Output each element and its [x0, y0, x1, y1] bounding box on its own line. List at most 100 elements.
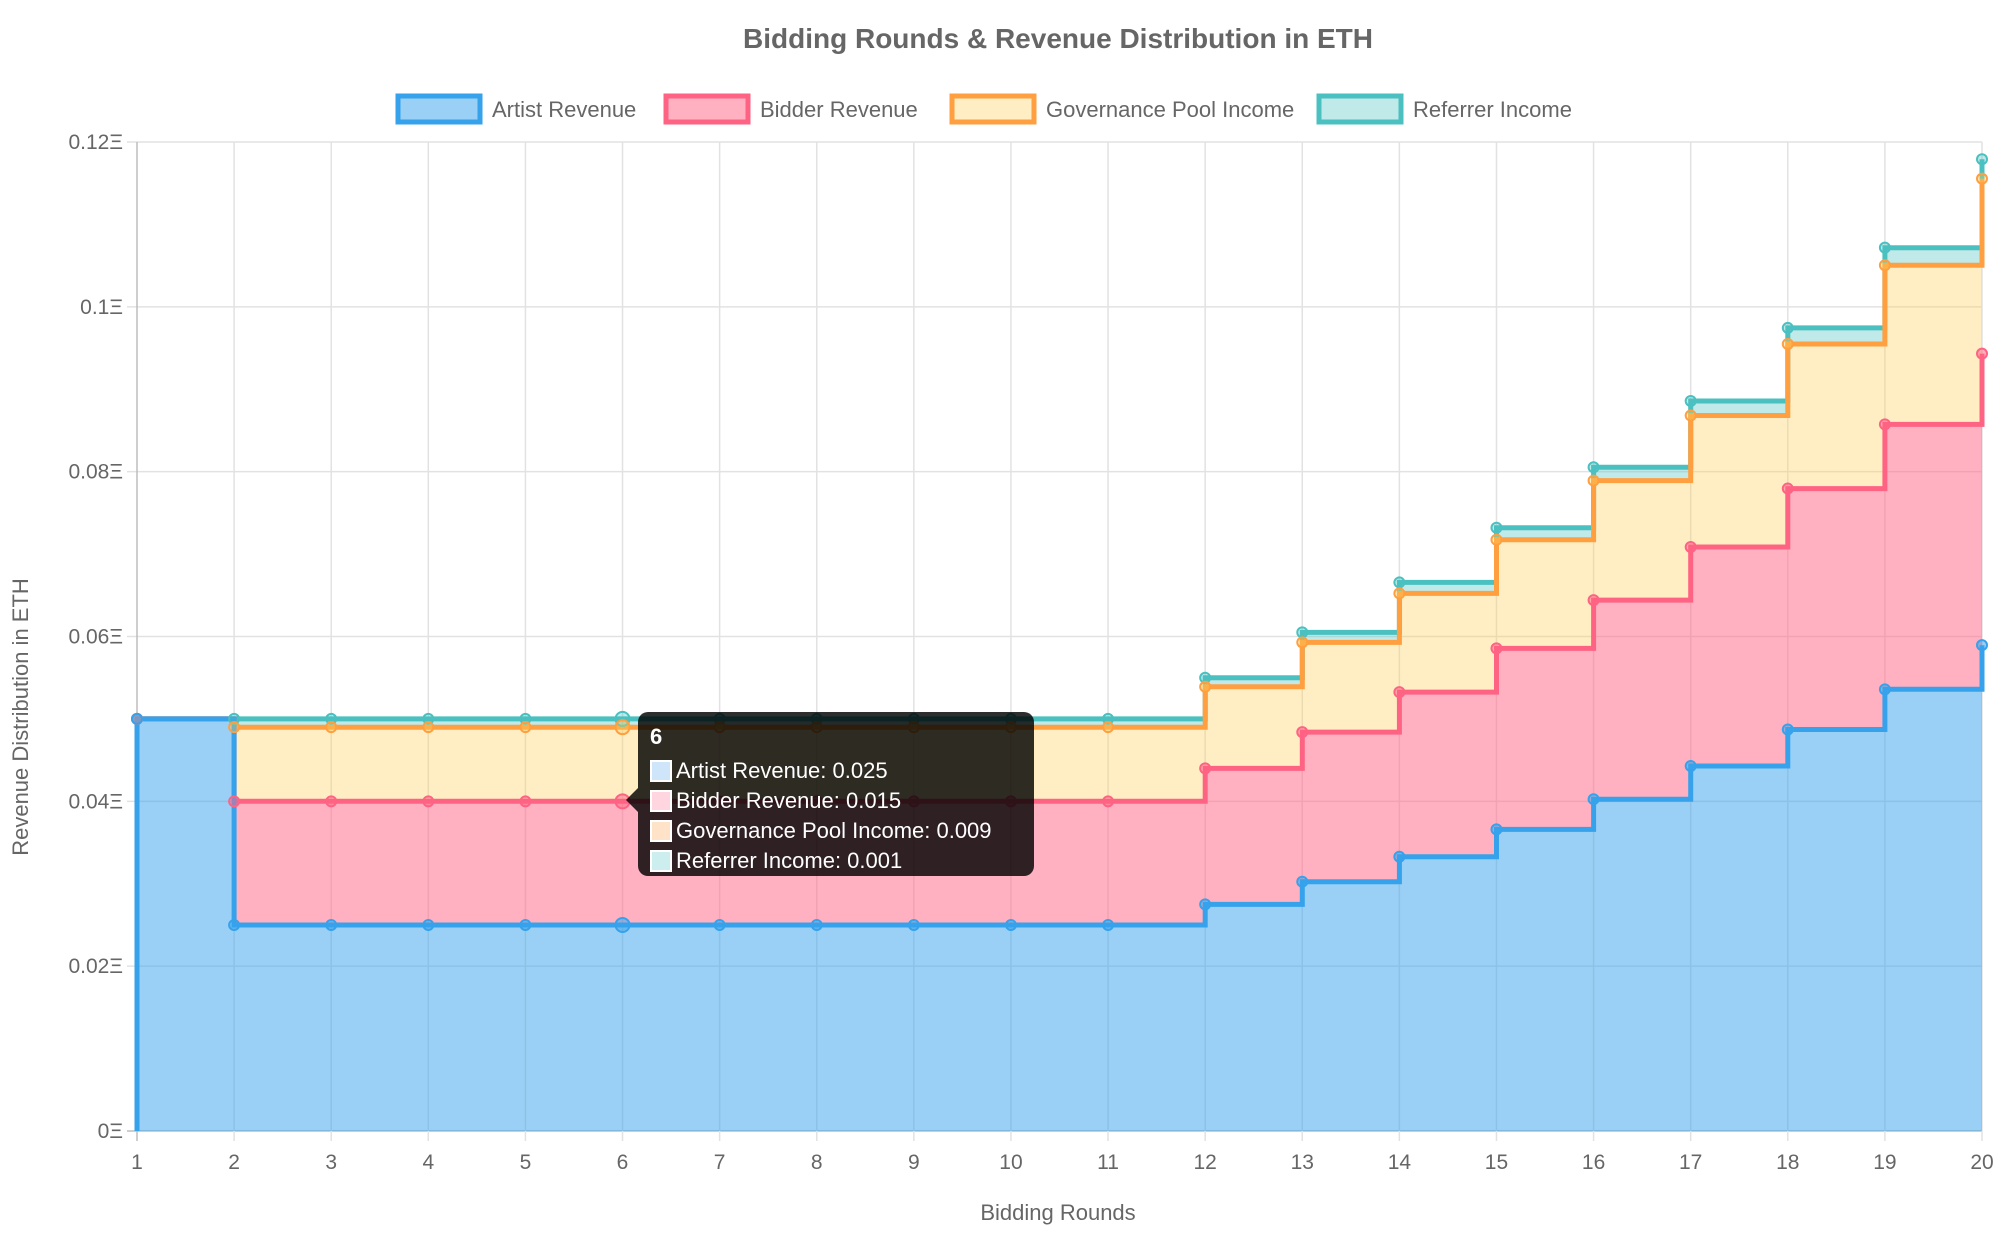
artist-revenue-point: [519, 918, 532, 931]
tooltip: 6 Artist Revenue: 0.025 Bidder Revenue: …: [626, 712, 1034, 876]
governance-pool-income-area: [137, 178, 1982, 802]
referrer-income-point: [1976, 153, 1988, 166]
governance-pool-income-point: [325, 721, 338, 734]
artist-revenue-point: [907, 918, 920, 931]
x-tick-label: 17: [1679, 1151, 1702, 1174]
governance-pool-income-point: [519, 721, 532, 734]
x-tick-label: 9: [908, 1151, 920, 1174]
tooltip-line-governance: Governance Pool Income: 0.009: [676, 818, 992, 843]
artist-revenue-point: [1296, 875, 1309, 888]
y-tick-label: 0.02Ξ: [68, 955, 123, 978]
artist-revenue-point: [614, 916, 631, 933]
governance-pool-income-point: [1296, 636, 1309, 649]
bidder-revenue-point: [228, 795, 241, 808]
governance-pool-income-point: [614, 719, 631, 736]
x-tick-label: 4: [422, 1151, 434, 1174]
x-tick-label: 8: [811, 1151, 823, 1174]
artist-revenue-point: [1490, 823, 1503, 836]
x-tick-label: 13: [1291, 1151, 1314, 1174]
tooltip-row-referrer: Referrer Income: 0.001: [650, 846, 1022, 876]
x-tick-label: 7: [714, 1151, 726, 1174]
x-tick-label: 15: [1485, 1151, 1508, 1174]
artist-revenue-point: [1781, 723, 1794, 736]
legend-swatch: [1316, 93, 1404, 125]
referrer-income-point: [1490, 521, 1503, 534]
bidder-revenue-area: [137, 353, 1982, 926]
legend-swatch: [949, 93, 1037, 125]
tooltip-line-artist: Artist Revenue: 0.025: [676, 758, 888, 783]
y-tick-label: 0.1Ξ: [80, 296, 123, 319]
tooltip-caret: [626, 788, 638, 812]
bidder-revenue-point: [422, 795, 435, 808]
artist-revenue-point: [1587, 793, 1600, 806]
y-tick-label: 0.04Ξ: [68, 790, 123, 813]
referrer-income-point: [1296, 626, 1309, 639]
x-tick-label: 12: [1193, 1151, 1216, 1174]
artist-revenue-point: [422, 918, 435, 931]
bidder-revenue-point: [1199, 762, 1212, 775]
bidder-revenue-line: [137, 353, 1985, 804]
legend-item-bidder-revenue: Bidder Revenue: [663, 93, 918, 125]
x-tick-label: 5: [520, 1151, 532, 1174]
referrer-income-point: [1878, 241, 1891, 254]
tooltip-title: 6: [650, 724, 663, 749]
tooltip-swatch-referrer: [650, 850, 672, 872]
legend-label: Governance Pool Income: [1046, 97, 1294, 122]
artist-revenue-point: [325, 918, 338, 931]
x-tick-label: 18: [1776, 1151, 1799, 1174]
x-tick-label: 14: [1388, 1151, 1412, 1174]
bidder-revenue-point: [1878, 418, 1891, 431]
governance-pool-income-point: [1490, 533, 1503, 546]
tooltip-row-bidder: Bidder Revenue: 0.015: [650, 786, 1022, 816]
referrer-income-point: [325, 712, 338, 725]
x-axis-title: Bidding Rounds: [980, 1200, 1135, 1225]
bidder-revenue-point: [1102, 795, 1115, 808]
governance-pool-income-point: [1878, 259, 1891, 272]
bidder-revenue-point: [1976, 347, 1988, 360]
referrer-income-point: [614, 710, 631, 727]
tooltip-line-referrer: Referrer Income: 0.001: [676, 848, 903, 873]
bidder-revenue-point: [1296, 726, 1309, 739]
artist-revenue-point: [1684, 759, 1697, 772]
y-tick-label: 0.08Ξ: [68, 461, 123, 484]
legend-swatch: [663, 93, 751, 125]
governance-pool-income-point: [1199, 680, 1212, 693]
referrer-income-point: [1684, 394, 1697, 407]
legend-label: Referrer Income: [1413, 97, 1572, 122]
bidder-revenue-point: [1393, 686, 1406, 699]
artist-revenue-point: [1976, 639, 1988, 652]
legend-item-artist-revenue: Artist Revenue: [395, 93, 636, 125]
artist-revenue-point: [713, 918, 726, 931]
bidder-revenue-point: [1684, 540, 1697, 553]
governance-pool-income-point: [1781, 338, 1794, 351]
tooltip-line-bidder: Bidder Revenue: 0.015: [676, 788, 902, 813]
x-tick-label: 2: [228, 1151, 240, 1174]
x-tick-label: 16: [1582, 1151, 1605, 1174]
tooltip-swatch-bidder: [650, 790, 672, 812]
area-fills: [137, 159, 1982, 1131]
y-tick-label: 0.06Ξ: [68, 626, 123, 649]
x-tick-label: 11: [1097, 1151, 1119, 1174]
y-axis-title: Revenue Distribution in ETH: [8, 578, 33, 856]
legend: Artist Revenue Bidder Revenue Governance P…: [395, 93, 1572, 125]
legend-item-governance-pool-income: Governance Pool Income: [949, 93, 1294, 125]
chart-title: Bidding Rounds & Revenue Distribution in…: [743, 23, 1373, 54]
referrer-income-point: [228, 712, 241, 725]
referrer-income-point: [1781, 321, 1794, 334]
governance-pool-income-point: [1976, 172, 1988, 185]
x-tick-label: 10: [999, 1151, 1022, 1174]
bidder-revenue-point: [325, 795, 338, 808]
tooltip-row-governance: Governance Pool Income: 0.009: [650, 816, 1022, 846]
artist-revenue-point: [1102, 918, 1115, 931]
governance-pool-income-point: [1684, 409, 1697, 422]
tooltip-swatch-artist: [650, 760, 672, 782]
artist-revenue-point: [228, 918, 241, 931]
governance-pool-income-point: [1393, 587, 1406, 600]
bidder-revenue-point: [1587, 594, 1600, 607]
referrer-income-point: [1102, 712, 1115, 725]
bidder-revenue-point: [1781, 482, 1794, 495]
governance-pool-income-point: [228, 721, 241, 734]
tooltip-swatch-governance: [650, 820, 672, 842]
referrer-income-point: [1587, 461, 1600, 474]
